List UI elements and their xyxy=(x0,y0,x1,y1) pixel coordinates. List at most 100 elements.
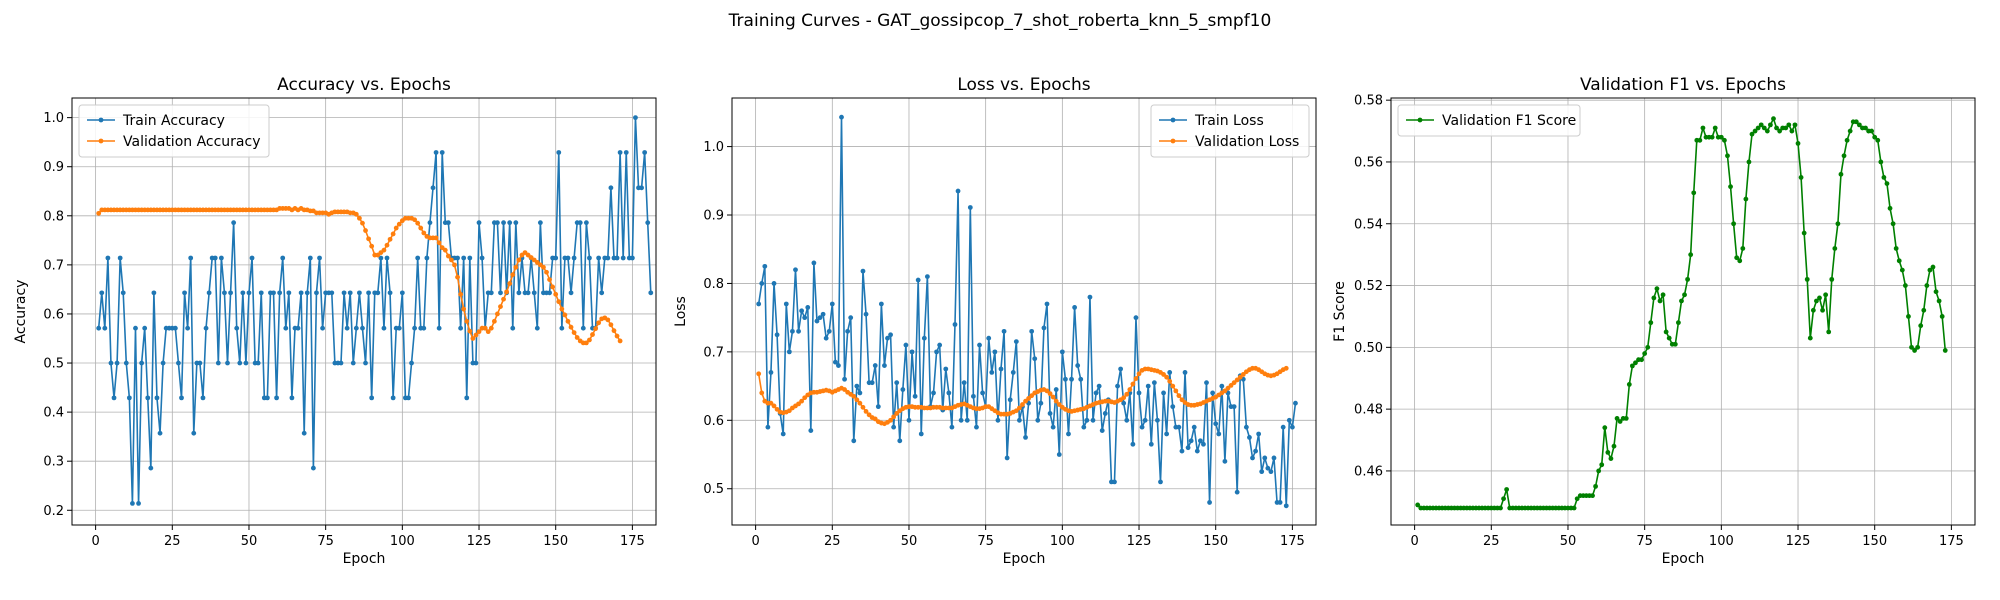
chart3-series-1-point-103 xyxy=(1728,184,1733,190)
chart3-series-1-point-115 xyxy=(1764,128,1770,134)
chart3-series-1-point-89 xyxy=(1685,276,1690,282)
chart3-series-1-point-166 xyxy=(1921,307,1927,313)
chart1-series-1-point-179 xyxy=(642,150,648,155)
chart1-x-tick-label-4: 100 xyxy=(390,534,415,549)
chart2-series-1-point-50 xyxy=(906,417,912,423)
chart2-series-1-point-144 xyxy=(1194,448,1200,454)
chart2-series-1-point-151 xyxy=(1216,431,1222,437)
chart1-series-1-point-151 xyxy=(556,150,562,155)
chart3-series-1-point-109 xyxy=(1746,159,1752,165)
chart1-series-2-point-1 xyxy=(96,210,102,216)
chart1-series-2-point-118 xyxy=(455,274,460,280)
chart3-series-1-point-66 xyxy=(1614,416,1620,421)
chart3-series-1-point-90 xyxy=(1688,252,1694,258)
chart1-series-2-point-171 xyxy=(617,338,623,344)
chart1-series-2-point-168 xyxy=(608,322,614,328)
chart1-series-1-point-40 xyxy=(215,360,221,366)
chart2-series-1-point-54 xyxy=(918,431,924,437)
chart1-series-2-point-105 xyxy=(415,220,421,226)
chart2-series-1-point-74 xyxy=(980,390,985,396)
chart3-series-1-point-63 xyxy=(1605,449,1611,455)
chart2-series-2-point-135 xyxy=(1167,378,1173,384)
chart1-series-1-point-5 xyxy=(108,360,114,366)
chart2-series-1-point-31 xyxy=(848,315,854,321)
chart2-y-tick-label-5: 1.0 xyxy=(703,140,724,155)
chart3-series-1-point-169 xyxy=(1930,264,1936,270)
chart1-series-2-point-86 xyxy=(357,215,362,221)
chart2-series-1-point-101 xyxy=(1063,376,1068,382)
chart2-series-2-point-7 xyxy=(774,406,780,412)
chart1-series-1-point-115 xyxy=(445,220,451,226)
chart1-series-1-point-4 xyxy=(105,255,111,261)
chart2-series-2-point-173 xyxy=(1283,365,1289,371)
chart1-x-tick-label-7: 175 xyxy=(620,534,645,549)
chart1-series-1-point-167 xyxy=(605,255,611,261)
chart2-series-2-point-124 xyxy=(1133,376,1139,381)
chart1-series-1-point-92 xyxy=(375,290,381,296)
chart1-series-1-point-20 xyxy=(154,395,160,401)
chart1-y-tick-label-8: 1.0 xyxy=(43,111,64,126)
chart1-series-2-point-112 xyxy=(436,240,442,246)
chart1-series-1-point-95 xyxy=(384,255,390,261)
chart1-series-2-point-88 xyxy=(363,228,368,233)
chart1-series-1-point-61 xyxy=(280,255,286,261)
chart1-series-1-point-143 xyxy=(531,290,537,296)
chart3-series-1-point-158 xyxy=(1896,258,1902,264)
chart1-series-1-point-53 xyxy=(255,360,261,366)
chart1-series-1-point-119 xyxy=(458,325,464,331)
chart1-series-2-point-148 xyxy=(547,277,552,282)
chart1-series-1-point-27 xyxy=(176,360,181,366)
chart1-series-1-point-110 xyxy=(430,185,436,191)
chart2-series-1-point-79 xyxy=(995,417,1001,423)
chart2-series-2-point-133 xyxy=(1161,372,1166,377)
chart2-series-1-point-70 xyxy=(967,205,973,210)
chart1-series-1-point-108 xyxy=(424,255,430,261)
chart3-series-1-point-108 xyxy=(1743,196,1749,202)
chart2-series-1-point-102 xyxy=(1066,431,1071,437)
chart1-series-1-point-72 xyxy=(314,290,319,296)
chart2-series-1-point-108 xyxy=(1084,417,1090,423)
chart2-series-1-point-25 xyxy=(829,301,835,307)
chart2-series-2-point-32 xyxy=(851,393,857,399)
chart2-series-2-point-88 xyxy=(1023,398,1028,404)
chart1-series-2-point-106 xyxy=(418,225,424,231)
chart2-series-1-point-145 xyxy=(1197,438,1203,444)
chart3-series-1-point-107 xyxy=(1740,246,1746,251)
chart1-series-2-point-132 xyxy=(498,304,503,309)
chart3-series-1-point-164 xyxy=(1915,344,1921,350)
chart2-series-1-point-161 xyxy=(1247,435,1252,440)
chart1-series-1-point-62 xyxy=(283,325,289,331)
chart3-series-1-point-134 xyxy=(1823,292,1829,298)
chart1-series-1-point-144 xyxy=(534,325,540,331)
chart3-series-1-point-117 xyxy=(1771,116,1776,122)
chart1-series-1-point-30 xyxy=(185,325,191,331)
chart2-series-1-point-96 xyxy=(1047,411,1053,416)
chart1-series-1-point-133 xyxy=(501,220,506,226)
chart1-series-1-point-48 xyxy=(240,290,246,296)
chart1-series-1-point-88 xyxy=(363,360,368,366)
chart1-series-1-point-17 xyxy=(145,395,151,401)
chart1-series-1-point-173 xyxy=(623,150,629,155)
chart3-series-1-point-145 xyxy=(1856,122,1862,128)
chart1-series-2-point-163 xyxy=(593,326,598,332)
chart2-series-2-point-159 xyxy=(1240,372,1246,377)
chart2-series-1-point-34 xyxy=(857,390,863,396)
chart1-series-2-point-116 xyxy=(449,257,454,263)
chart1-series-2-point-111 xyxy=(433,235,439,241)
chart3-series-1-point-156 xyxy=(1890,221,1896,227)
chart2-series-1-point-47 xyxy=(897,438,903,444)
chart2-series-1-point-45 xyxy=(891,424,897,430)
chart3-series-1-point-155 xyxy=(1887,205,1893,211)
chart2-x-tick-label-7: 175 xyxy=(1280,534,1305,549)
chart1-series-1-point-100 xyxy=(399,290,405,296)
chart1-series-1-point-19 xyxy=(151,290,157,296)
chart3-series-1-point-75 xyxy=(1642,351,1648,356)
chart1-series-2-point-97 xyxy=(390,231,396,237)
chart2-series-2-point-35 xyxy=(860,404,866,410)
chart3-series-1-point-67 xyxy=(1617,419,1623,424)
chart1-series-1-point-80 xyxy=(338,360,344,366)
chart2-series-1-point-123 xyxy=(1130,441,1136,447)
chart2-series-1-point-111 xyxy=(1093,390,1099,396)
chart3-series-1-point-125 xyxy=(1795,141,1801,146)
chart2-series-1-point-14 xyxy=(796,328,801,334)
